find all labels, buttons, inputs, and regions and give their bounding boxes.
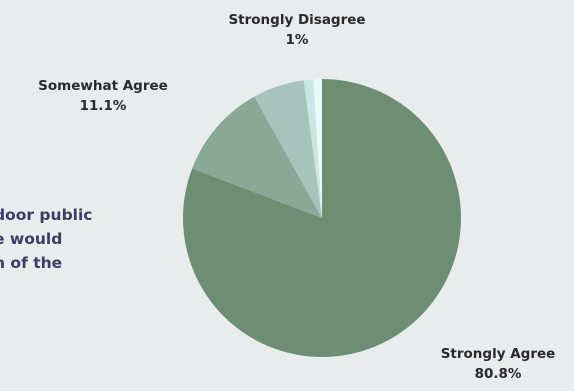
pie-slice-strongly-disagree [313, 78, 322, 218]
pie-slice-slice-3 [254, 80, 322, 219]
pie-slice-strongly-agree [183, 79, 462, 358]
question-line-2: e would [0, 230, 63, 248]
label-strongly-agree-name: Strongly Agree [440, 346, 556, 362]
survey-question-text: door public e would n of the [0, 203, 169, 275]
pie-slice-somewhat-agree [192, 96, 322, 218]
pie-slice-slice-4 [303, 79, 322, 219]
label-strongly-disagree: Strongly Disagree 1% [212, 10, 382, 50]
label-strongly-disagree-value: 1% [285, 32, 309, 48]
label-strongly-agree-value: 80.8% [474, 366, 522, 382]
label-strongly-disagree-name: Strongly Disagree [228, 12, 366, 28]
label-strongly-agree: Strongly Agree 80.8% [418, 344, 574, 384]
question-line-1: door public [0, 206, 93, 224]
label-somewhat-agree: Somewhat Agree 11.1% [18, 76, 188, 116]
label-somewhat-agree-value: 11.1% [79, 98, 127, 114]
label-somewhat-agree-name: Somewhat Agree [38, 78, 168, 94]
question-line-3: n of the [0, 254, 63, 272]
